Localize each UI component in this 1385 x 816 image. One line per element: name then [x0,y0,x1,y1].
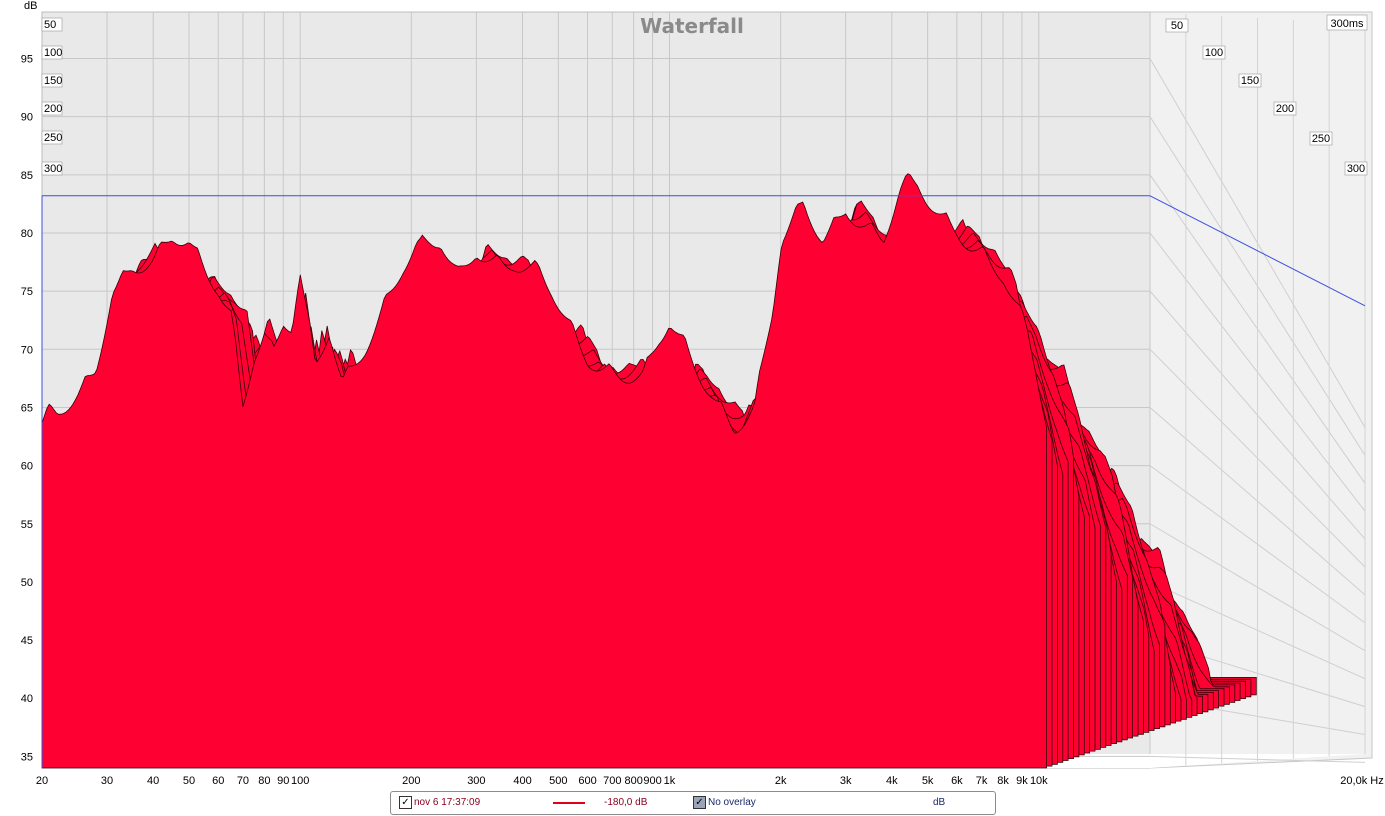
unit-label: dB [933,797,946,808]
time-tag-depth-box [1238,73,1262,88]
overlay-checkbox[interactable]: ✓ [693,796,706,809]
chart-title: Waterfall [640,14,744,38]
x-tick-label: 500 [549,775,567,787]
x-tick-label: 90 [277,775,289,787]
time-tag-left: 300 [44,163,62,175]
time-tag-left: 100 [44,47,62,59]
level-label: -180,0 dB [604,797,648,808]
time-tag-depth: 150 [1241,75,1259,87]
x-tick-label: 100 [291,775,309,787]
x-tick-label: 3k [840,775,852,787]
y-tick-label: 60 [21,461,33,473]
time-tag-left-box [41,73,63,88]
y-tick-label: 95 [21,54,33,66]
measurement-label: nov 6 17:37:09 [414,797,481,808]
y-tick-label: 40 [21,693,33,705]
waterfall-slice [41,173,1047,769]
y-tick-label: 80 [21,228,33,240]
y-tick-label: 50 [21,577,33,589]
x-tick-label: 50 [183,775,195,787]
depth-panel [1149,11,1373,769]
x-tick-label: 70 [237,775,249,787]
time-tag-depth-box [1344,161,1368,176]
x-tick-label: 8k [997,775,1009,787]
x-tick-label: 300 [467,775,485,787]
y-axis-label: dB [24,0,37,12]
time-tag-left-box [41,101,63,116]
x-tick-label: 30 [101,775,113,787]
measurement-checkbox[interactable]: ✓ [399,796,412,809]
time-tag-depth: 250 [1312,133,1330,145]
x-tick-label: 20 [36,775,48,787]
y-tick-label: 55 [21,519,33,531]
x-tick-label: 20,0k Hz [1340,775,1383,787]
reference-level-depth-line [1149,195,1366,307]
x-tick-label: 1k [664,775,676,787]
trace-color-swatch [553,802,585,804]
time-tag-depth-box [1165,18,1189,33]
y-tick-label: 65 [21,402,33,414]
x-tick-label: 700 [603,775,621,787]
y-tick-label: 90 [21,112,33,124]
time-tag-depth: 100 [1205,47,1223,59]
time-tag-left: 50 [44,19,56,31]
x-tick-label: 7k [976,775,988,787]
x-tick-label: 2k [775,775,787,787]
x-tick-label: 60 [212,775,224,787]
time-tag-depth-box [1202,45,1226,60]
y-tick-label: 85 [21,170,33,182]
x-tick-label: 6k [951,775,963,787]
time-tag-left: 250 [44,132,62,144]
time-axis-label-box [1326,14,1368,31]
x-tick-label: 5k [922,775,934,787]
x-tick-label: 10k [1030,775,1048,787]
x-tick-label: 400 [513,775,531,787]
y-tick-label: 75 [21,286,33,298]
time-tag-left-box [41,45,63,60]
x-tick-label: 4k [886,775,898,787]
time-axis-label: 300ms [1330,18,1364,30]
time-tag-depth-box [1309,131,1333,146]
time-tag-depth-box [1273,101,1297,116]
x-tick-label: 800 [625,775,643,787]
time-tag-left-box [41,17,63,32]
y-tick-label: 70 [21,344,33,356]
x-tick-label: 40 [147,775,159,787]
time-tag-depth: 300 [1347,163,1365,175]
time-tag-left: 150 [44,75,62,87]
x-tick-label: 9k [1016,775,1028,787]
time-tag-depth: 50 [1171,20,1183,32]
time-tag-left-box [41,130,63,145]
x-tick-label: 600 [578,775,596,787]
time-tag-left-box [41,161,63,176]
x-tick-label: 80 [258,775,270,787]
legend-bar: ✓ nov 6 17:37:09 -180,0 dB ✓ No overlay … [390,791,996,815]
x-tick-label: 200 [402,775,420,787]
overlay-label: No overlay [708,797,756,808]
time-tag-depth: 200 [1276,103,1294,115]
y-tick-label: 35 [21,751,33,763]
time-tag-left: 200 [44,103,62,115]
x-tick-label: 900 [643,775,661,787]
y-tick-label: 45 [21,635,33,647]
